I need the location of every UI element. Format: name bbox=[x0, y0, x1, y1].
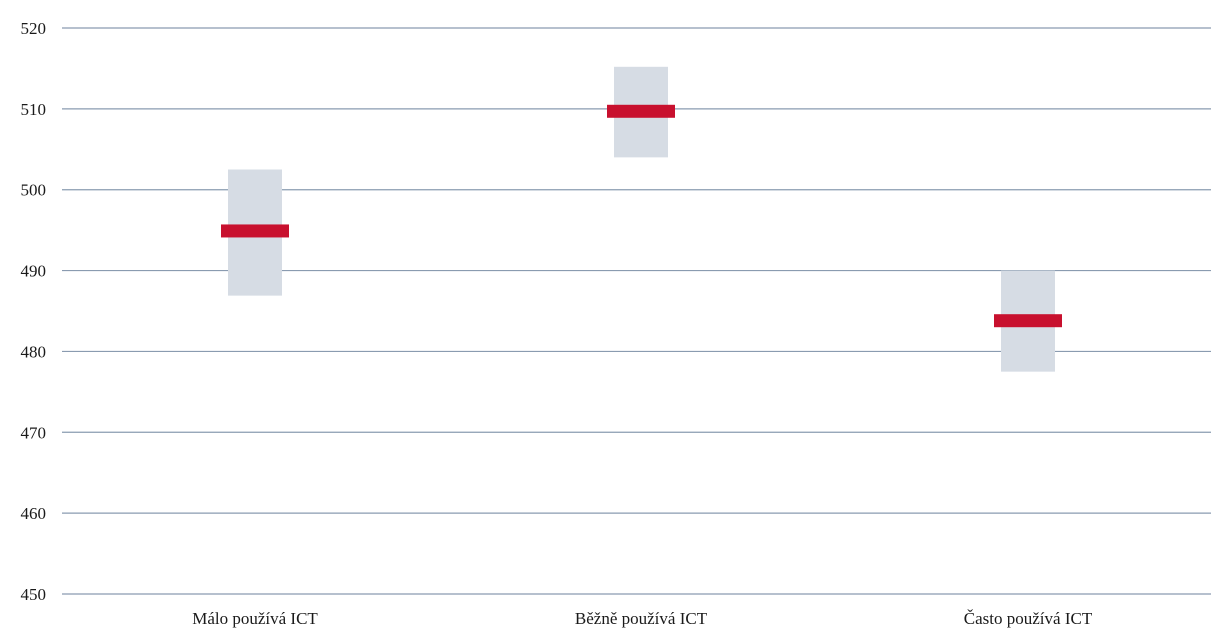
x-category-label-1: Málo používá ICT bbox=[192, 609, 318, 628]
y-tick-label-460: 460 bbox=[21, 504, 47, 523]
mean-marker-1 bbox=[221, 224, 289, 238]
y-tick-label-500: 500 bbox=[21, 181, 47, 200]
x-axis-category-labels: Málo používá ICT Běžně používá ICT Často p… bbox=[192, 609, 1093, 628]
y-tick-label-470: 470 bbox=[21, 423, 47, 442]
mean-marker-3 bbox=[994, 314, 1062, 328]
y-tick-label-450: 450 bbox=[21, 585, 47, 604]
x-category-label-3: Často používá ICT bbox=[964, 609, 1093, 628]
y-tick-label-480: 480 bbox=[21, 342, 47, 361]
mean-marker-2 bbox=[607, 104, 675, 118]
y-tick-label-510: 510 bbox=[21, 100, 47, 119]
mean-markers bbox=[221, 104, 1062, 328]
x-category-label-2: Běžně používá ICT bbox=[575, 609, 708, 628]
y-tick-label-520: 520 bbox=[21, 19, 47, 38]
y-tick-label-490: 490 bbox=[21, 262, 47, 281]
y-axis-tick-labels: 450 460 470 480 490 500 510 520 bbox=[21, 19, 47, 604]
